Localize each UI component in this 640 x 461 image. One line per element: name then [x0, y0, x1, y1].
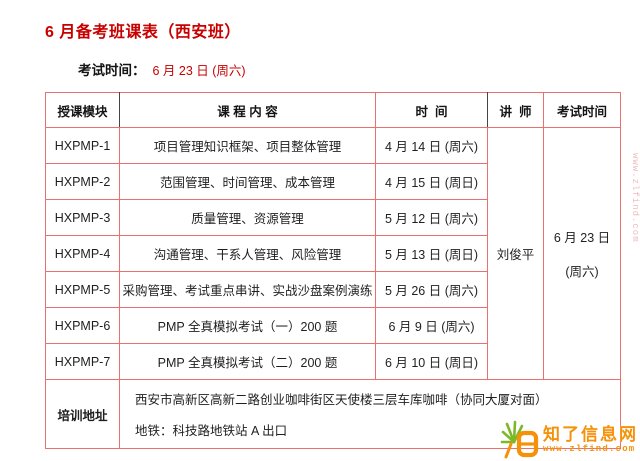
watermark-site-url: www.zlfind.com	[543, 443, 636, 454]
module-cell: HXPMP-5	[45, 271, 120, 308]
time-cell: 5 月 26 日 (周六)	[375, 271, 488, 308]
exam-date-line2: (周六)	[565, 265, 599, 279]
col-header-examtime: 考试时间	[543, 92, 621, 128]
content-cell: 质量管理、资源管理	[119, 199, 376, 236]
schedule-page: 6 月备考班课表（西安班） 考试时间： 6 月 23 日 (周六) 授课模块 课 …	[45, 24, 640, 449]
table-row: HXPMP-6 PMP 全真模拟考试（一）200 题 6 月 9 日 (周六)	[45, 307, 621, 344]
address-label: 培训地址	[45, 379, 120, 449]
schedule-table: 授课模块 课 程 内 容 时 间 讲 师 考试时间 HXPMP-1 项目管理知识…	[45, 92, 621, 449]
page-title: 6 月备考班课表（西安班）	[45, 24, 241, 41]
content-cell: 项目管理知识框架、项目整体管理	[119, 127, 376, 164]
address-line2: 地铁：科技路地铁站 A 出口	[135, 424, 288, 438]
module-cell: HXPMP-7	[45, 343, 120, 380]
header-row: 授课模块 课 程 内 容 时 间 讲 师 考试时间	[45, 92, 621, 128]
time-cell: 4 月 15 日 (周日)	[375, 163, 488, 200]
module-cell: HXPMP-3	[45, 199, 120, 236]
watermark-vertical-url: www.zlfind.com	[630, 153, 640, 243]
time-cell: 5 月 13 日 (周日)	[375, 235, 488, 272]
table-row: HXPMP-3 质量管理、资源管理 5 月 12 日 (周六)	[45, 199, 621, 236]
module-cell: HXPMP-2	[45, 163, 120, 200]
exam-time-label: 考试时间：	[78, 63, 146, 78]
module-cell: HXPMP-4	[45, 235, 120, 272]
col-header-content: 课 程 内 容	[119, 92, 376, 128]
col-header-lecturer: 讲 师	[487, 92, 544, 128]
lecturer-cell: 刘俊平	[487, 127, 544, 380]
table-row: HXPMP-7 PMP 全真模拟考试（二）200 题 6 月 10 日 (周日)	[45, 343, 621, 380]
content-cell: PMP 全真模拟考试（二）200 题	[119, 343, 376, 380]
address-line1: 西安市高新区高新二路创业咖啡街区天使楼三层车库咖啡（协同大厦对面）	[135, 393, 548, 407]
module-cell: HXPMP-1	[45, 127, 120, 164]
table-row: HXPMP-1 项目管理知识框架、项目整体管理 4 月 14 日 (周六) 刘俊…	[45, 127, 621, 380]
content-cell: 范围管理、时间管理、成本管理	[119, 163, 376, 200]
time-cell: 6 月 10 日 (周日)	[375, 343, 488, 380]
watermark-text: 知了信息网 www.zlfind.com	[543, 426, 638, 454]
content-cell: 采购管理、考试重点串讲、实战沙盘案例演练	[119, 271, 376, 308]
module-cell: HXPMP-6	[45, 307, 120, 344]
time-cell: 5 月 12 日 (周六)	[375, 199, 488, 236]
col-header-time: 时 间	[375, 92, 488, 128]
exam-date-cell: 6 月 23 日 (周六)	[543, 127, 621, 380]
watermark-site-name: 知了信息网	[543, 425, 638, 445]
table-row: HXPMP-5 采购管理、考试重点串讲、实战沙盘案例演练 5 月 26 日 (周…	[45, 271, 621, 308]
exam-date-line1: 6 月 23 日	[553, 231, 611, 245]
content-cell: PMP 全真模拟考试（一）200 题	[119, 307, 376, 344]
exam-time-line: 考试时间： 6 月 23 日 (周六)	[78, 59, 640, 80]
table-row: HXPMP-2 范围管理、时间管理、成本管理 4 月 15 日 (周日)	[45, 163, 621, 200]
table-row: HXPMP-4 沟通管理、干系人管理、风险管理 5 月 13 日 (周日)	[45, 235, 621, 272]
exam-time-value: 6 月 23 日 (周六)	[152, 64, 246, 78]
col-header-module: 授课模块	[45, 92, 120, 128]
watermark: 知了信息网 www.zlfind.com	[500, 420, 638, 460]
time-cell: 6 月 9 日 (周六)	[375, 307, 488, 344]
zhiliao-logo-icon	[500, 420, 539, 459]
time-cell: 4 月 14 日 (周六)	[375, 127, 488, 164]
content-cell: 沟通管理、干系人管理、风险管理	[119, 235, 376, 272]
